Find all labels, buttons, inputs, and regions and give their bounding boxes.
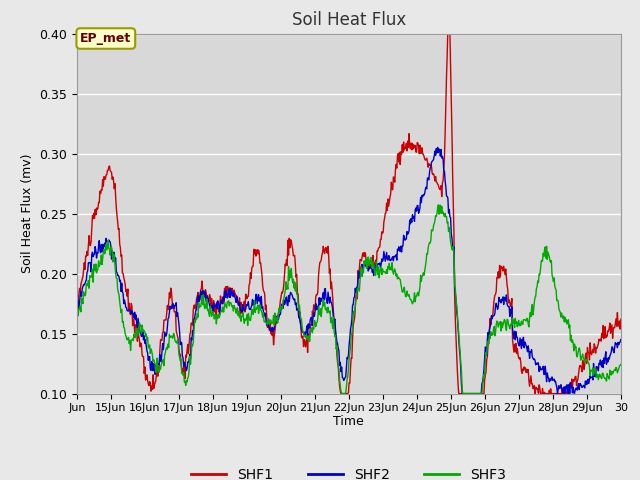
SHF2 [434, 144, 442, 150]
Title: Soil Heat Flux: Soil Heat Flux [292, 11, 406, 29]
Legend: SHF1, SHF2, SHF3: SHF1, SHF2, SHF3 [186, 462, 512, 480]
SHF2 [403, 228, 411, 234]
SHF1 [106, 168, 114, 173]
SHF1 [420, 154, 428, 159]
SHF1 [543, 391, 550, 396]
Y-axis label: Soil Heat Flux (mv): Soil Heat Flux (mv) [20, 154, 34, 273]
X-axis label: Time: Time [333, 415, 364, 428]
SHF1 [617, 316, 625, 322]
SHF2 [106, 239, 114, 245]
SHF2 [543, 379, 550, 384]
SHF1 [445, 13, 452, 19]
SHF3 [420, 272, 428, 278]
SHF1 [487, 322, 495, 328]
SHF1 [404, 138, 412, 144]
SHF2 [419, 192, 427, 197]
SHF1 [390, 174, 397, 180]
SHF3 [73, 317, 81, 323]
Line: SHF3: SHF3 [77, 205, 621, 394]
SHF3 [404, 291, 412, 297]
SHF2 [73, 300, 81, 305]
SHF3 [106, 252, 114, 258]
SHF2 [617, 336, 625, 342]
SHF1 [337, 391, 345, 396]
SHF1 [73, 291, 81, 297]
SHF2 [487, 320, 495, 326]
Text: EP_met: EP_met [80, 32, 131, 45]
SHF3 [487, 329, 495, 335]
SHF3 [339, 391, 346, 396]
SHF2 [389, 254, 397, 260]
SHF3 [617, 361, 625, 367]
SHF3 [543, 243, 550, 249]
SHF3 [435, 202, 442, 208]
Line: SHF2: SHF2 [77, 147, 621, 394]
SHF3 [390, 271, 397, 277]
Line: SHF1: SHF1 [77, 16, 621, 394]
SHF2 [458, 391, 466, 396]
